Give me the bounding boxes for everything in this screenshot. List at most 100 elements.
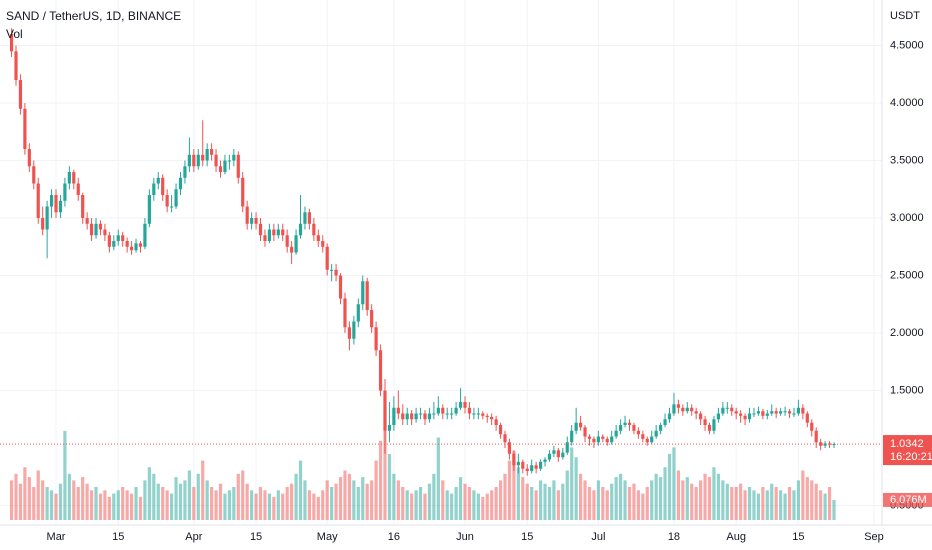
volume-title: Vol	[6, 27, 23, 41]
candle-body	[321, 241, 325, 247]
volume-bar	[285, 487, 289, 520]
volume-bar	[547, 487, 552, 520]
candle-body	[699, 413, 703, 420]
volume-bar	[303, 480, 307, 520]
volume-bar	[681, 480, 685, 520]
candle-body	[161, 177, 165, 196]
volume-bar	[476, 493, 480, 520]
volume-bar	[281, 493, 285, 520]
candle-body	[45, 206, 49, 230]
volume-bar	[645, 487, 649, 520]
candle-body	[490, 416, 494, 420]
candle-body	[414, 413, 418, 420]
volume-bar	[147, 467, 151, 520]
currency: USDT	[890, 10, 920, 22]
volume-bar	[827, 487, 832, 520]
volume-bar	[307, 490, 312, 520]
candle-body	[294, 235, 298, 253]
volume-bar	[436, 437, 440, 520]
volume-bar	[427, 483, 432, 520]
volume-bar	[294, 473, 298, 520]
volume-bar	[196, 473, 200, 520]
volume-bar	[561, 483, 565, 520]
candle-body	[636, 430, 640, 435]
volume-bar	[458, 477, 463, 520]
volume-bar	[659, 477, 663, 520]
volume-bar	[507, 460, 512, 520]
candle-body	[663, 419, 667, 426]
candle-body	[592, 438, 596, 443]
x-tick-label: 15	[112, 531, 124, 543]
candle-body	[561, 452, 565, 458]
x-tick-label: Apr	[185, 531, 202, 543]
axes: 0.50001.50002.00002.50003.00003.50004.00…	[47, 39, 932, 543]
volume-bar	[530, 487, 534, 520]
candle-body	[779, 411, 783, 414]
volume-bar	[734, 487, 738, 520]
volume-bar	[85, 483, 89, 520]
candle-body	[396, 407, 400, 414]
volume-bar	[650, 480, 654, 520]
volume-bar	[276, 490, 280, 520]
y-tick-label: 2.5000	[890, 269, 924, 281]
volume-bar	[387, 454, 392, 520]
volume-bar	[107, 496, 111, 520]
y-tick-label: 3.5000	[890, 154, 924, 166]
volume-bar	[583, 480, 587, 520]
candle-body	[121, 235, 125, 242]
candle-body	[538, 461, 543, 469]
volume-bar	[81, 477, 85, 520]
volume-bar	[756, 493, 761, 520]
volume-bar	[58, 483, 63, 520]
volume-bar	[721, 480, 725, 520]
candle-body	[707, 425, 712, 431]
volume-bar	[178, 483, 183, 520]
candle-body	[347, 327, 352, 339]
y-tick-label: 2.0000	[890, 327, 924, 339]
volume-bar	[699, 480, 703, 520]
candle-body	[307, 212, 312, 224]
candle-body	[610, 436, 614, 443]
volume-bar	[205, 480, 209, 520]
volume-bar	[467, 487, 472, 520]
candle-body	[432, 413, 436, 415]
candle-body	[503, 434, 507, 443]
volume-bar	[792, 490, 796, 520]
volume-bar	[498, 480, 503, 520]
volume-bar	[556, 490, 560, 520]
candle-body	[227, 160, 231, 162]
candle-body	[370, 310, 374, 328]
candle-body	[534, 465, 538, 469]
candle-body	[632, 425, 636, 431]
y-tick-label: 4.0000	[890, 97, 924, 109]
candle-body	[743, 415, 747, 420]
candle-body	[152, 183, 156, 196]
last-volume-label: 6.076M	[890, 494, 927, 506]
candle-body	[694, 411, 698, 414]
volume-bar	[596, 480, 600, 520]
candle-body	[587, 436, 592, 439]
y-tick-label: 4.5000	[890, 39, 924, 51]
volume-bar	[343, 470, 347, 520]
candle-body	[441, 407, 445, 414]
x-tick-label: 16	[388, 531, 400, 543]
candle-body	[334, 269, 338, 276]
candle-body	[805, 413, 809, 423]
candle-body	[516, 461, 520, 466]
candle-body	[254, 218, 258, 224]
candle-body	[810, 422, 814, 431]
candle-body	[383, 390, 387, 431]
candles	[0, 28, 882, 476]
candle-body	[725, 407, 729, 409]
volume-bar	[690, 483, 694, 520]
volume-bar	[654, 473, 658, 520]
candle-body	[58, 200, 63, 213]
candle-body	[645, 438, 649, 443]
volume-bar	[481, 496, 485, 520]
candle-body	[525, 468, 529, 472]
candle-body	[774, 411, 778, 414]
candle-body	[54, 195, 58, 213]
candle-body	[312, 223, 316, 236]
volume-bar	[23, 467, 27, 520]
x-tick-label: May	[317, 531, 338, 543]
